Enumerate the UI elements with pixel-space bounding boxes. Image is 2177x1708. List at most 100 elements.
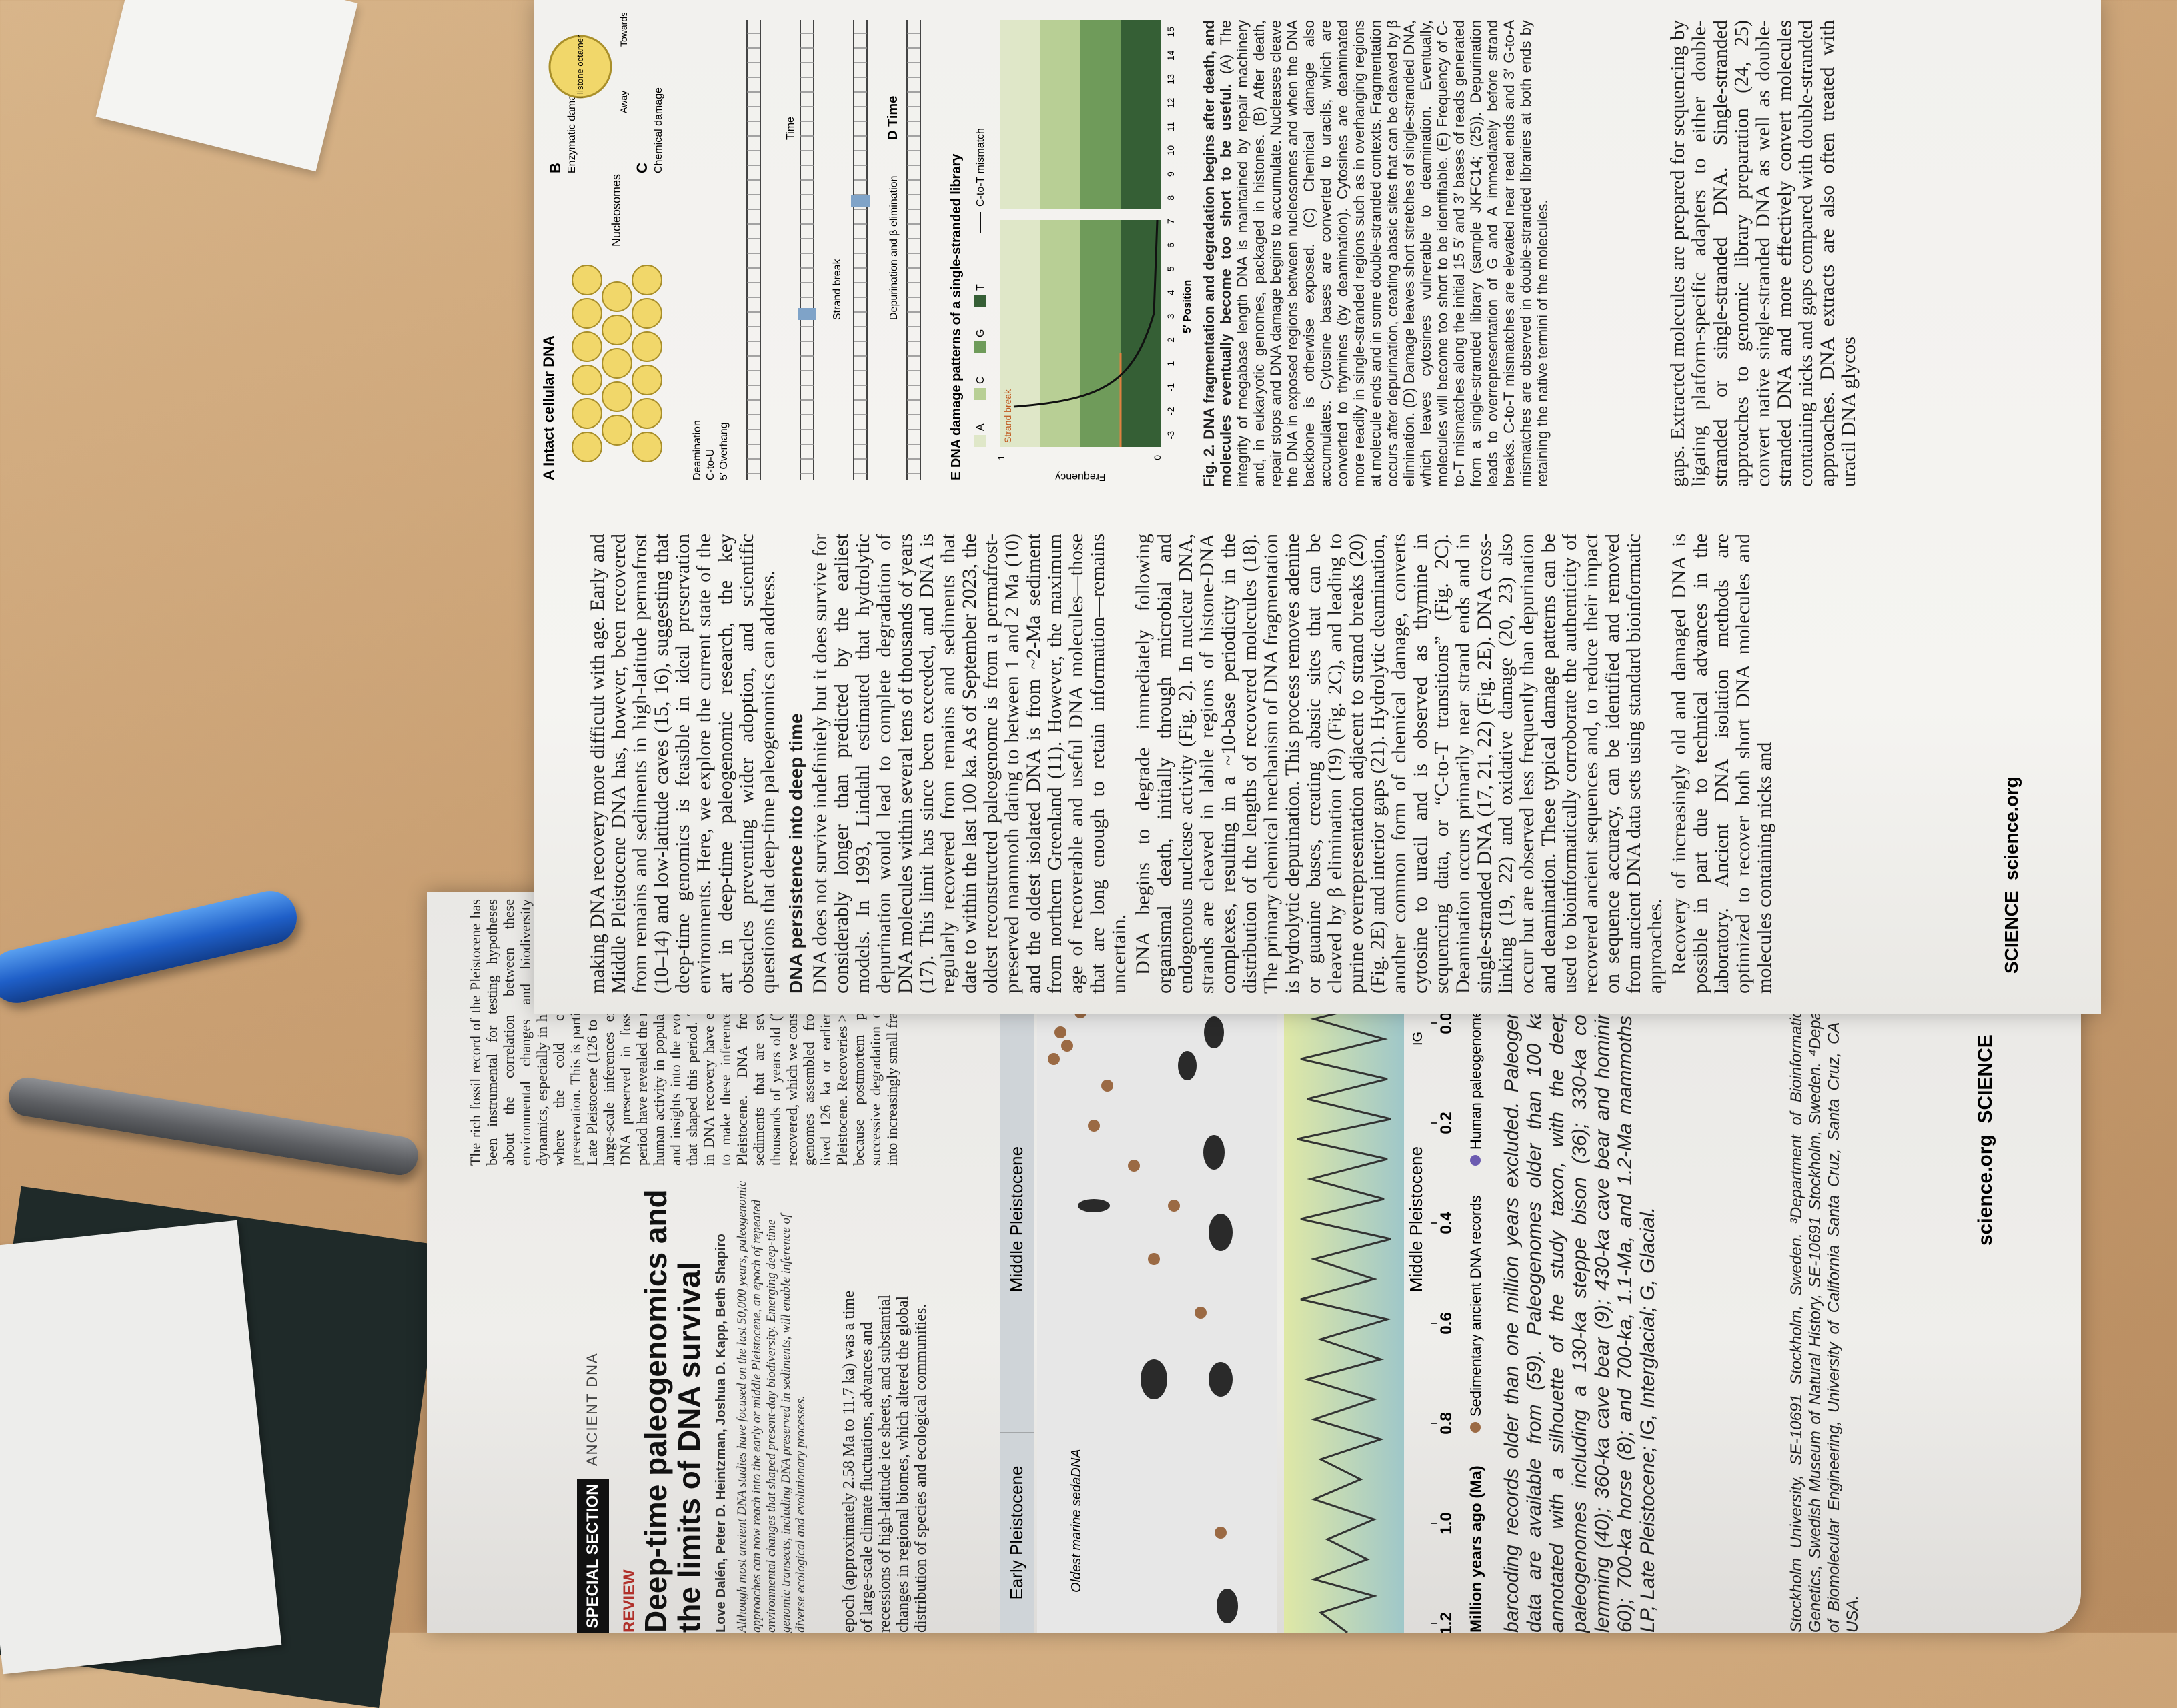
tick-label: -1: [1165, 383, 1176, 392]
tick-label: 9: [1165, 171, 1176, 177]
tick-label: 1.2: [1437, 1612, 1454, 1633]
damage-site: [798, 308, 816, 320]
legend-text: Sedimentary ancient DNA records: [1467, 1195, 1484, 1417]
tick-label: 0.8: [1437, 1412, 1454, 1434]
histone: [548, 35, 612, 99]
dna-strands: [746, 20, 921, 480]
tick-label: 8: [1165, 195, 1176, 201]
label: Histone octamer: [575, 35, 585, 98]
axis-label: 5′ Position: [1182, 280, 1193, 333]
tick-label: -2: [1165, 407, 1176, 415]
tick-label: 6: [1165, 243, 1176, 248]
text-column: gaps. Extracted molecules are prepared f…: [1667, 20, 1860, 487]
damage-figure: A Intact cellular DNA Nucleosomes B Enzy…: [540, 13, 1193, 482]
footer: science.org SCIENCE: [1974, 1034, 1996, 1246]
label: Nucleosomes: [610, 174, 623, 247]
label: Away: [618, 91, 629, 113]
left-page: SPECIAL SECTION ANCIENT DNA REVIEW Deep-…: [427, 892, 2081, 1633]
intro: epoch (approximately 2.58 Ma to 11.7 ka)…: [840, 1291, 930, 1633]
label: C-to-U: [705, 449, 716, 480]
panel-label: A Intact cellular DNA: [540, 335, 557, 480]
label: Time: [785, 117, 796, 140]
legend-text: C: [975, 376, 986, 384]
affiliations: Stockholm University, SE-10691 Stockholm…: [1787, 966, 1862, 1633]
label: Chemical damage: [653, 87, 664, 173]
climate-curve: [1297, 899, 1398, 1633]
label: Enzymatic damage: [566, 83, 578, 173]
legend-swatch: [974, 435, 986, 447]
papers: [0, 1220, 282, 1675]
caption-text: (A) The integrity of megabase length DNA…: [1217, 20, 1551, 487]
title: Deep-time paleogenomics and the limits o…: [638, 1189, 706, 1633]
legend-text: G: [975, 329, 986, 337]
period-label: IG: [1411, 1032, 1425, 1046]
figure-caption: Fig. 2. DNA fragmentation and degradatio…: [1201, 20, 1551, 487]
tick-label: 13: [1165, 74, 1176, 85]
heading: DNA persistence into deep time: [786, 713, 806, 994]
label: Depurination and β elimination: [888, 176, 900, 320]
nucleosomes: [572, 265, 662, 462]
review-label: REVIEW: [620, 1569, 638, 1633]
tick-label: 12: [1165, 97, 1176, 108]
panel-label: C: [634, 163, 650, 173]
tick-label: 11: [1165, 122, 1176, 132]
legend-swatch: [1470, 1422, 1481, 1433]
paper-scrap: [95, 0, 358, 172]
legend-text: Human paleogenomes: [1467, 1002, 1484, 1150]
panel-label: D Time: [886, 96, 900, 140]
pen-blue: [0, 886, 302, 1008]
kicker: ANCIENT DNA: [584, 1352, 600, 1466]
legend-text: A: [975, 423, 986, 431]
tick-label: 7: [1165, 219, 1176, 224]
period-label: Early Pleistocene: [1006, 1466, 1026, 1600]
period-band: [1000, 899, 1034, 1633]
caption-lead: Fig. 2. DNA fragmentation and degradatio…: [1201, 20, 1234, 487]
authors: Love Dalén, Peter D. Heintzman, Joshua D…: [714, 1234, 728, 1633]
tick-label: 0.4: [1437, 1212, 1454, 1234]
legend: A C G T: [974, 284, 986, 447]
panel-label: E DNA damage patterns of a single-strand…: [949, 153, 964, 480]
text-column: making DNA recovery more difficult with …: [586, 534, 1778, 994]
tick-label: 2: [1165, 337, 1176, 343]
tick-label: 0.2: [1437, 1112, 1454, 1134]
tick-label: 14: [1165, 50, 1176, 61]
legend-swatch: [1470, 1155, 1481, 1166]
mismatch-curve: [1013, 219, 1159, 408]
tick-label: -3: [1165, 431, 1176, 440]
tick-label: 0: [1152, 455, 1163, 460]
paragraph: making DNA recovery more difficult with …: [586, 534, 779, 994]
label: Deamination: [692, 420, 703, 480]
record-area: [1037, 899, 1277, 1633]
legend-swatch: [974, 295, 986, 307]
abstract: Although most ancient DNA studies have f…: [735, 1180, 808, 1633]
timeline-figure: Early Pleistocene Middle Pleistocene LP …: [1000, 899, 1454, 1633]
tick-label: 10: [1165, 145, 1176, 156]
label: Towards: [618, 13, 629, 47]
time-ticks: 1.2 1.0 0.8 0.6 0.4 0.2 0.0: [1431, 1012, 1454, 1633]
label: 5′ Overhang: [718, 422, 730, 480]
tick-label: 0.0: [1437, 1012, 1454, 1034]
period-label: Middle Pleistocene: [1406, 1146, 1426, 1292]
figure-caption: barcoding records older than one million…: [1501, 966, 1659, 1633]
paragraph: DNA does not survive indefinitely but it…: [809, 534, 1130, 994]
annotation: Oldest marine sedaDNA: [1069, 1449, 1084, 1593]
paragraph: Recovery of increasingly old and damaged…: [1668, 534, 1775, 994]
label: C-to-T mismatch: [975, 128, 986, 207]
tick-label: 3: [1165, 313, 1176, 319]
tick-label: 1.0: [1437, 1512, 1454, 1534]
legend-swatch: [974, 341, 986, 353]
legend-sed: Sedimentary ancient DNA records: [1467, 1196, 1485, 1433]
tick-label: 15: [1165, 27, 1176, 37]
tick-label: 4: [1165, 290, 1176, 295]
legend-text: T: [975, 284, 986, 291]
tick-label: 1: [1165, 361, 1176, 366]
dna-rungs: [747, 33, 920, 474]
axis-label: Million years ago (Ma): [1467, 1465, 1485, 1633]
stacked-bands: [1000, 20, 1161, 447]
tick-label: 0.6: [1437, 1312, 1454, 1334]
marker-gray: [6, 1074, 421, 1178]
section-tab: SPECIAL SECTION: [577, 1479, 609, 1633]
